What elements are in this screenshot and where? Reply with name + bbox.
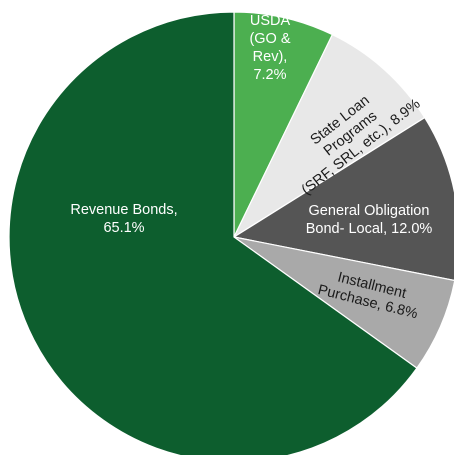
slice-label-line: General Obligation bbox=[309, 203, 430, 219]
pie-slice bbox=[233, 11, 334, 238]
slice-label-line: 65.1% bbox=[103, 220, 144, 236]
slice-label-line: Revenue Bonds, bbox=[70, 202, 177, 218]
slice-label: USDA (GO & Rev), 7.2% bbox=[249, 13, 290, 83]
slice-label-line: Bond- Local, 12.0% bbox=[306, 221, 433, 237]
slice-label-line: (GO & bbox=[249, 31, 290, 47]
pie-slices bbox=[8, 11, 454, 455]
slice-label: General Obligation Bond- Local, 12.0% bbox=[306, 203, 433, 237]
pie-slice bbox=[8, 11, 418, 455]
pie-slice bbox=[232, 33, 426, 239]
slice-label-line: Rev), bbox=[253, 49, 288, 65]
pie-slice bbox=[232, 116, 454, 282]
slice-label-line: 7.2% bbox=[253, 67, 286, 83]
slice-label-line: USDA bbox=[250, 13, 291, 29]
slice-label: Revenue Bonds, 65.1% bbox=[70, 202, 177, 236]
